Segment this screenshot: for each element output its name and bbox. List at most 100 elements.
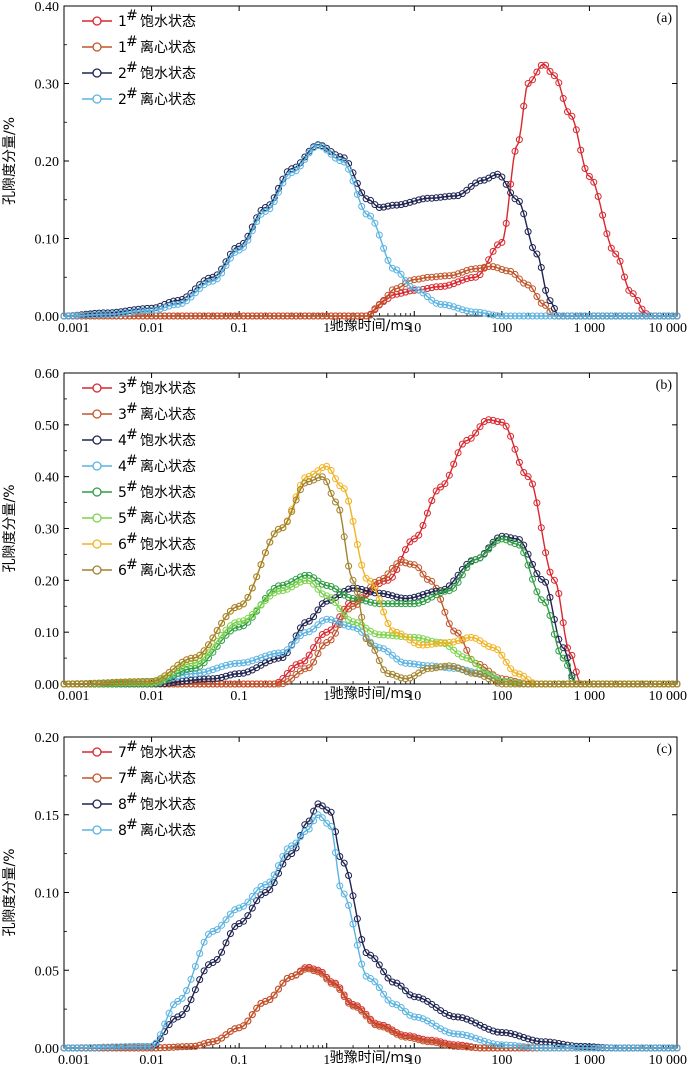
series-8-centrifuged (60, 811, 681, 1052)
data-point (205, 1038, 212, 1046)
data-point (187, 676, 195, 684)
data-point (511, 540, 519, 548)
data-point (432, 273, 440, 281)
data-point (542, 312, 550, 320)
data-point (472, 429, 480, 437)
data-point (134, 312, 142, 320)
data-point (507, 312, 515, 320)
data-point (498, 173, 506, 181)
data-point (507, 1030, 515, 1037)
data-point (428, 640, 436, 648)
data-point (353, 915, 361, 923)
data-point (139, 312, 147, 320)
data-point (332, 475, 339, 483)
y-tick-label: 0.20 (35, 731, 60, 746)
data-point (213, 926, 221, 934)
data-point (231, 660, 239, 667)
data-point (498, 651, 506, 659)
data-point (261, 680, 269, 688)
data-point (279, 852, 287, 860)
data-point (301, 571, 309, 579)
data-point (607, 1044, 615, 1052)
legend-item: 3 # 离心状态 (82, 401, 196, 423)
data-point (371, 589, 379, 597)
data-point (450, 646, 458, 654)
data-point (529, 244, 536, 251)
data-point (415, 564, 423, 572)
data-point (419, 661, 427, 669)
data-point (476, 423, 484, 431)
data-point (213, 637, 221, 645)
data-point (577, 312, 585, 320)
data-point (248, 1011, 256, 1019)
data-point (336, 312, 344, 320)
data-point (218, 921, 226, 929)
data-point (572, 668, 580, 676)
data-point (515, 1032, 523, 1040)
x-tick-label: 0.001 (58, 689, 90, 704)
data-point (441, 1027, 449, 1035)
data-point (318, 617, 326, 625)
data-point (445, 272, 453, 280)
data-point (222, 680, 230, 688)
data-point (603, 1044, 611, 1052)
data-point (515, 458, 523, 466)
data-point (467, 274, 475, 282)
x-tick-label: 10 (407, 321, 421, 336)
data-point (218, 312, 226, 320)
data-point (410, 276, 418, 284)
data-point (616, 312, 624, 320)
data-point (362, 635, 370, 643)
data-point (607, 244, 615, 252)
data-point (529, 560, 536, 568)
data-point (240, 243, 247, 251)
data-point (323, 582, 331, 589)
data-point (283, 974, 291, 982)
data-point (305, 825, 313, 833)
x-tick-label: 0.001 (58, 321, 90, 336)
data-point (130, 308, 138, 316)
data-point (191, 670, 199, 678)
data-point (564, 654, 571, 662)
data-point (367, 640, 374, 647)
data-point (209, 634, 217, 642)
data-point (288, 641, 296, 649)
legend-sample-number: 5 (118, 485, 127, 501)
data-point (380, 575, 388, 582)
data-point (187, 654, 195, 662)
data-point (599, 1044, 607, 1052)
data-point (244, 593, 252, 601)
data-point (393, 285, 401, 293)
data-point (454, 578, 462, 586)
data-point (458, 190, 466, 198)
data-point (301, 474, 309, 482)
data-point (222, 916, 230, 924)
data-point (367, 975, 374, 982)
data-point (533, 293, 541, 300)
data-point (113, 310, 120, 318)
data-point (485, 1025, 493, 1033)
data-point (454, 449, 462, 457)
data-point (301, 629, 309, 637)
data-point (231, 670, 239, 678)
data-point (301, 479, 309, 487)
data-point (275, 525, 282, 533)
data-point (502, 658, 510, 666)
data-point (205, 278, 212, 286)
legend-marker (92, 435, 102, 445)
data-point (577, 146, 585, 154)
data-point (428, 273, 436, 281)
data-point (463, 186, 471, 194)
data-point (384, 670, 392, 678)
x-tick-label: 10 000 (649, 689, 688, 704)
data-point (581, 165, 589, 172)
legend-state: 饱水状态 (140, 797, 196, 813)
data-point (358, 936, 366, 943)
data-point (467, 308, 475, 316)
data-point (375, 961, 383, 969)
data-point (292, 671, 300, 678)
data-point (340, 859, 348, 867)
legend-sample-mark: # (126, 765, 138, 781)
x-tick-label: 100 (491, 689, 512, 704)
